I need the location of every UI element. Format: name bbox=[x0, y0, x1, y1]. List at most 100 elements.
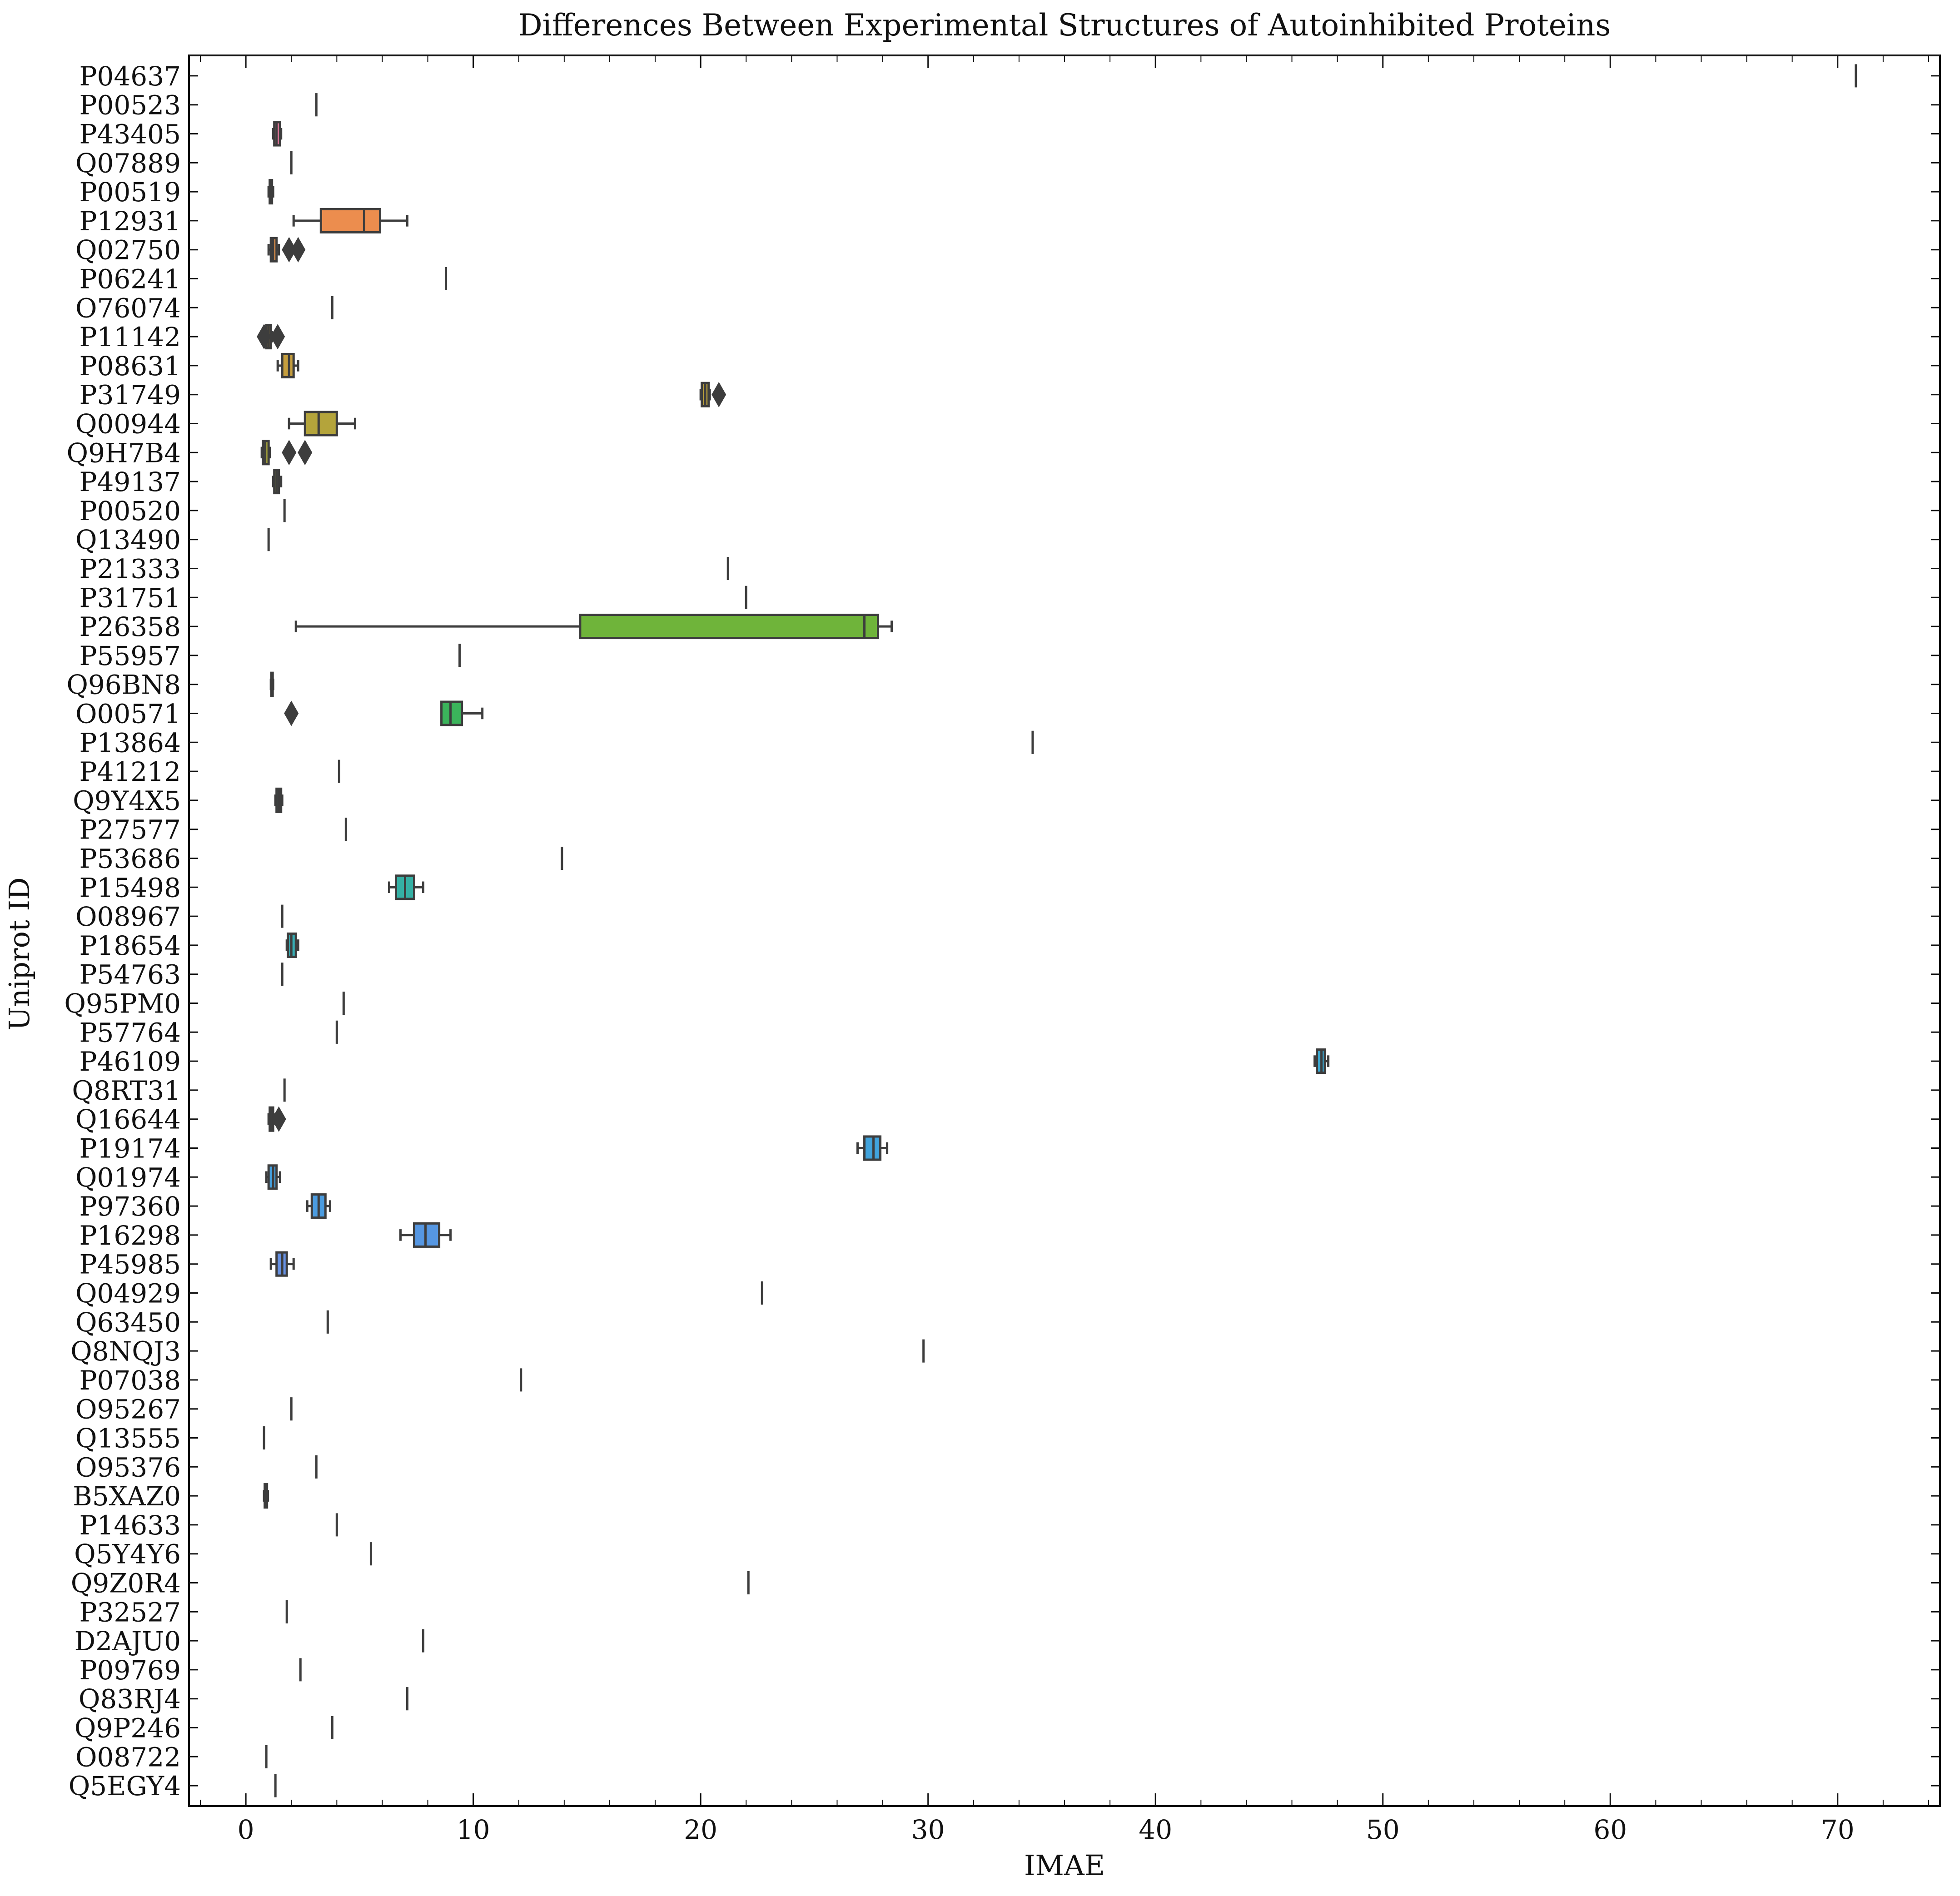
outlier-marker bbox=[270, 324, 285, 350]
axes-frame bbox=[188, 55, 1941, 1807]
y-tick-label: P00519 bbox=[79, 177, 181, 208]
box-p15498 bbox=[388, 874, 425, 900]
y-axis-label: Uniprot ID bbox=[3, 877, 36, 1031]
y-tick-label: Q63450 bbox=[75, 1307, 181, 1338]
y-tick-label: P45985 bbox=[79, 1249, 181, 1280]
y-tick-label: Q9H7B4 bbox=[67, 437, 181, 468]
box-p46109 bbox=[1313, 1048, 1330, 1074]
y-tick-label: P49137 bbox=[79, 467, 181, 497]
outlier-marker bbox=[257, 324, 272, 350]
box-q96bn8 bbox=[269, 671, 274, 697]
box-body bbox=[303, 411, 338, 437]
y-tick-label: P06241 bbox=[79, 264, 181, 295]
x-tick-label: 70 bbox=[1821, 1814, 1855, 1845]
y-tick-label: P21333 bbox=[79, 554, 181, 585]
box-p45985 bbox=[269, 1251, 295, 1277]
box-body bbox=[863, 1135, 882, 1161]
box-q9y4x5 bbox=[274, 787, 284, 813]
outlier-marker bbox=[298, 440, 313, 466]
box-p08631 bbox=[276, 352, 299, 378]
y-tick-label: P55957 bbox=[79, 640, 181, 671]
y-tick-label: P04637 bbox=[79, 61, 181, 92]
x-tick-label: 10 bbox=[457, 1814, 490, 1845]
y-tick-label: P19174 bbox=[79, 1133, 181, 1164]
y-tick-label: P54763 bbox=[79, 959, 181, 990]
y-tick-label: Q13490 bbox=[75, 525, 181, 556]
x-tick-label: 50 bbox=[1366, 1814, 1400, 1845]
y-tick-label: Q02750 bbox=[75, 235, 181, 266]
outlier-marker bbox=[284, 700, 299, 726]
box-q16644 bbox=[267, 1106, 286, 1132]
outlier-marker bbox=[271, 1106, 286, 1132]
box-p43405 bbox=[272, 121, 283, 147]
y-tick-label: Q07889 bbox=[75, 148, 181, 179]
y-tick-label: P97360 bbox=[79, 1191, 181, 1222]
box-body bbox=[281, 352, 295, 378]
y-tick-label: P13864 bbox=[79, 727, 181, 758]
y-tick-label: P18654 bbox=[79, 930, 181, 961]
y-tick-label: Q9Z0R4 bbox=[71, 1568, 181, 1599]
chart-title: Differences Between Experimental Structu… bbox=[518, 8, 1611, 43]
outlier-marker bbox=[282, 440, 297, 466]
outlier-marker bbox=[711, 382, 726, 407]
y-tick-label: P11142 bbox=[79, 322, 181, 352]
box-p18654 bbox=[285, 932, 299, 958]
box-p31749 bbox=[699, 382, 726, 407]
box-q9h7b4 bbox=[260, 440, 313, 466]
box-q01974 bbox=[265, 1164, 281, 1190]
y-tick-label: P00520 bbox=[79, 496, 181, 526]
y-tick-label: P00523 bbox=[79, 90, 181, 121]
y-tick-label: Q5EGY4 bbox=[69, 1771, 181, 1802]
box-p00519 bbox=[267, 179, 274, 205]
box-q00944 bbox=[288, 411, 356, 437]
y-tick-label: P27577 bbox=[79, 814, 181, 845]
y-tick-label: Q16644 bbox=[75, 1104, 181, 1135]
y-tick-label: Q13555 bbox=[75, 1423, 181, 1454]
outlier-marker bbox=[291, 237, 306, 263]
y-tick-label: Q83RJ4 bbox=[79, 1684, 181, 1715]
box-p12931 bbox=[292, 208, 408, 233]
y-tick-label: D2AJU0 bbox=[75, 1626, 181, 1657]
y-tick-label: P08631 bbox=[79, 351, 181, 382]
box-p19174 bbox=[856, 1135, 889, 1161]
x-tick-label: 0 bbox=[238, 1814, 254, 1845]
y-tick-label: O08722 bbox=[75, 1742, 181, 1772]
y-tick-label: P12931 bbox=[79, 206, 181, 237]
plot-area bbox=[257, 64, 1857, 1797]
y-tick-label: P15498 bbox=[79, 872, 181, 903]
y-tick-label: O95376 bbox=[75, 1452, 181, 1483]
y-tick-label: P32527 bbox=[79, 1597, 181, 1628]
y-tick-label: Q04929 bbox=[75, 1278, 181, 1309]
box-p97360 bbox=[306, 1193, 331, 1219]
y-tick-label: Q00944 bbox=[75, 409, 181, 440]
box-q02750 bbox=[267, 237, 306, 263]
axis-ticks: P04637P00523P43405Q07889P00519P12931Q027… bbox=[64, 55, 1940, 1845]
y-tick-label: Q01974 bbox=[75, 1162, 181, 1193]
y-tick-label: Q5Y4Y6 bbox=[74, 1539, 181, 1570]
y-tick-label: P26358 bbox=[79, 611, 181, 642]
y-tick-label: P43405 bbox=[79, 119, 181, 150]
x-tick-label: 60 bbox=[1593, 1814, 1627, 1845]
box-body bbox=[579, 614, 880, 640]
y-tick-label: P57764 bbox=[79, 1017, 181, 1048]
y-tick-label: O00571 bbox=[75, 699, 181, 730]
y-tick-label: P41212 bbox=[79, 756, 181, 787]
y-tick-label: P31749 bbox=[79, 380, 181, 411]
y-tick-label: P14633 bbox=[79, 1510, 181, 1541]
box-p26358 bbox=[294, 614, 893, 640]
y-tick-label: Q96BN8 bbox=[66, 670, 181, 700]
y-tick-label: P31751 bbox=[79, 582, 181, 613]
box-body bbox=[319, 208, 381, 233]
box-p11142 bbox=[257, 324, 285, 350]
y-tick-label: P09769 bbox=[79, 1655, 181, 1686]
box-o00571 bbox=[284, 700, 484, 726]
box-p16298 bbox=[399, 1222, 452, 1248]
x-tick-label: 30 bbox=[911, 1814, 945, 1845]
y-tick-label: P53686 bbox=[79, 844, 181, 874]
y-tick-label: P07038 bbox=[79, 1365, 181, 1396]
box-body bbox=[413, 1222, 441, 1248]
y-tick-label: Q8RT31 bbox=[72, 1075, 181, 1106]
y-tick-label: P46109 bbox=[79, 1046, 181, 1077]
